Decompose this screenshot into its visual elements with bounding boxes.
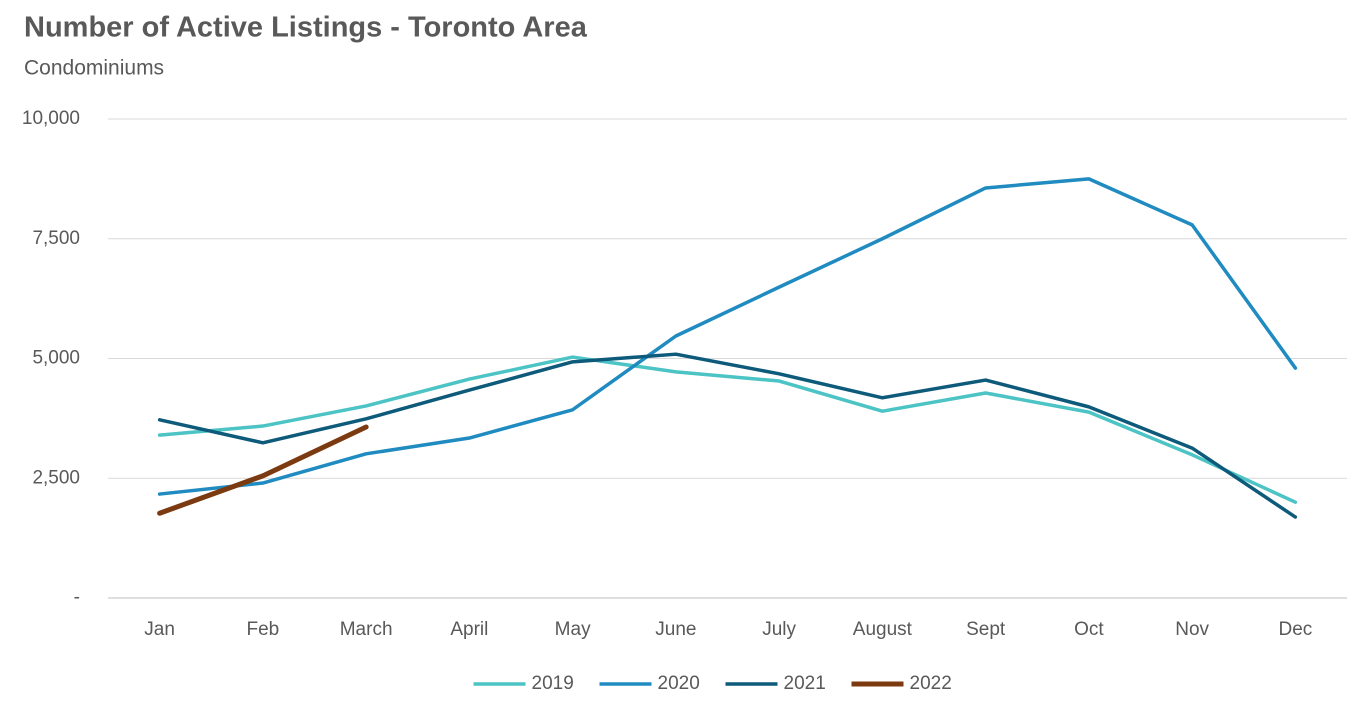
legend-label: 2022 [910,673,952,694]
chart-title: Number of Active Listings - Toronto Area [24,12,588,44]
series-line [157,352,1298,519]
x-tick-label: Dec [1278,619,1312,640]
x-tick-label: Oct [1074,619,1104,640]
x-tick-label: April [450,619,488,640]
chart-subtitle: Condominiums [24,57,164,80]
legend-label: 2019 [532,673,574,694]
x-tick-label: August [853,619,913,640]
series-line [157,355,1298,504]
series-line [157,177,1298,496]
x-tick-label: Jan [144,619,175,640]
legend-label: 2020 [658,673,700,694]
y-tick-label: 7,500 [32,228,80,249]
series-line [157,424,369,516]
y-tick-label: 2,500 [32,467,80,488]
x-tick-label: May [555,619,591,640]
x-tick-label: July [762,619,796,640]
y-tick-label: - [74,587,80,608]
y-tick-label: 5,000 [32,348,80,369]
x-tick-label: Nov [1175,619,1209,640]
x-tick-label: Feb [247,619,280,640]
legend-label: 2021 [784,673,826,694]
x-tick-label: June [655,619,696,640]
x-tick-label: Sept [966,619,1006,640]
y-tick-label: 10,000 [22,108,80,129]
x-tick-label: March [340,619,393,640]
